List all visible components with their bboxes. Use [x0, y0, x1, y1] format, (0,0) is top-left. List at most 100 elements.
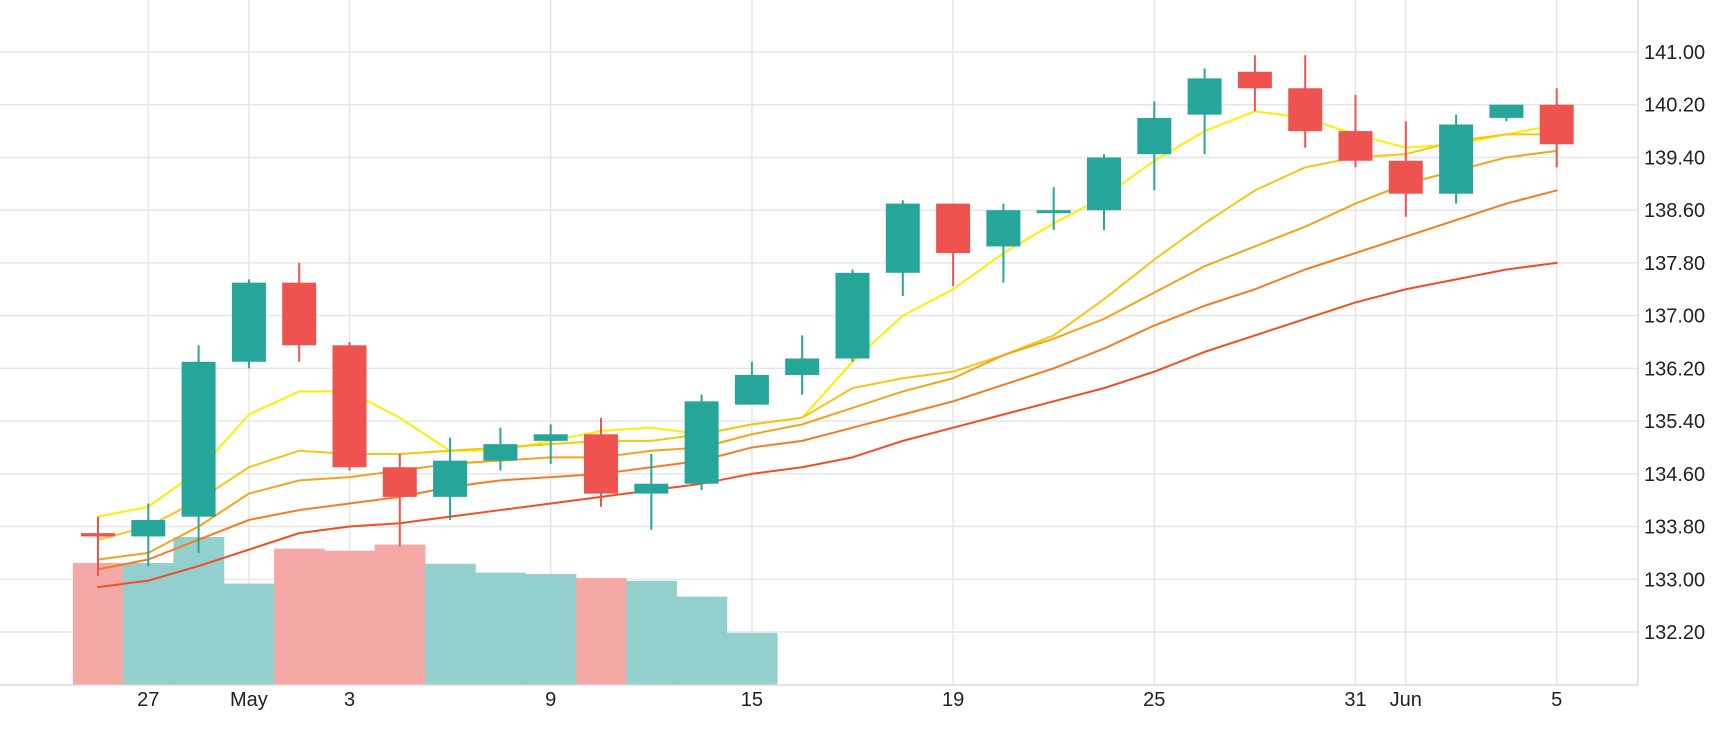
moving-average-lines: [97, 110, 1558, 589]
moving-average-line: [97, 149, 1558, 561]
candle-body: [584, 434, 618, 494]
candle: [81, 516, 115, 576]
y-tick-label: 133.80: [1644, 517, 1705, 539]
candle: [1087, 154, 1121, 230]
candle: [1237, 55, 1272, 112]
candle: [785, 335, 820, 395]
candle-body: [684, 401, 719, 484]
candle-body: [885, 203, 920, 273]
y-tick-label: 134.60: [1644, 464, 1705, 486]
y-tick-label: 139.40: [1644, 147, 1705, 169]
candle-body: [936, 203, 971, 254]
x-tick-label: 25: [1143, 689, 1165, 711]
volume-bar: [475, 572, 527, 685]
candle-body: [1388, 160, 1423, 194]
candle-body: [1087, 157, 1121, 211]
candle-body: [231, 282, 266, 362]
candle: [634, 454, 669, 530]
candle: [684, 394, 719, 491]
y-tick-label: 137.00: [1644, 306, 1705, 328]
candle: [1338, 94, 1373, 168]
candle-body: [986, 210, 1021, 247]
candle-body: [131, 519, 166, 537]
x-tick-label: Jun: [1390, 689, 1422, 711]
candle: [332, 342, 367, 471]
candle-body: [433, 460, 468, 497]
x-tick-label: 5: [1551, 689, 1562, 711]
candle: [282, 262, 317, 362]
candle-body: [634, 483, 669, 494]
candle: [885, 200, 920, 296]
candle-body: [1439, 124, 1474, 194]
candle-body: [1237, 71, 1272, 89]
candle: [382, 454, 417, 547]
candle: [1489, 104, 1524, 122]
volume-bar: [274, 548, 325, 685]
volume-bar: [525, 574, 577, 685]
candle: [483, 427, 518, 471]
candle-body: [1539, 104, 1574, 145]
candle: [1388, 121, 1423, 217]
x-tick-label: 31: [1344, 689, 1366, 711]
candle: [433, 437, 468, 520]
y-tick-label: 133.00: [1644, 569, 1705, 591]
y-tick-label: 135.40: [1644, 411, 1705, 433]
candle-body: [332, 345, 367, 468]
y-tick-label: 140.20: [1644, 95, 1705, 117]
y-axis-labels: 141.00 140.20 139.40 138.60 137.80 137.00 136.…: [1644, 42, 1705, 644]
candle: [1539, 88, 1574, 168]
axes: [0, 0, 1639, 686]
x-tick-label: 3: [344, 689, 355, 711]
y-tick-label: 132.20: [1644, 622, 1705, 644]
y-tick-label: 138.60: [1644, 200, 1705, 222]
candle-body: [1187, 78, 1222, 115]
candle-body: [734, 374, 769, 405]
candle-body: [835, 272, 870, 359]
candle: [1036, 187, 1071, 230]
x-tick-label: 9: [545, 689, 556, 711]
candle: [835, 269, 870, 362]
candle-body: [1036, 210, 1071, 214]
candle-body: [181, 361, 216, 517]
volume-bars: [72, 537, 778, 685]
y-tick-label: 137.80: [1644, 253, 1705, 275]
candle: [584, 417, 618, 507]
x-tick-label: 19: [942, 689, 964, 711]
candle: [1137, 101, 1172, 191]
x-tick-label: May: [230, 689, 268, 711]
candle-body: [533, 434, 568, 441]
candle: [734, 361, 769, 405]
candle: [986, 203, 1021, 283]
candle-body: [483, 444, 518, 461]
candle-body: [382, 467, 417, 497]
y-tick-label: 141.00: [1644, 42, 1705, 64]
candle: [1187, 68, 1222, 155]
volume-bar: [676, 596, 728, 685]
candle: [231, 279, 266, 369]
candle: [533, 424, 568, 464]
candle-body: [1288, 88, 1323, 132]
volume-bar: [424, 563, 476, 685]
candle-body: [282, 282, 317, 346]
candle: [1288, 55, 1323, 148]
volume-bar: [626, 580, 677, 685]
x-tick-label: 15: [741, 689, 763, 711]
volume-bar: [72, 563, 124, 685]
x-axis-labels: 27 May 3 9 15 19 25 31 Jun 5: [137, 689, 1562, 711]
candle: [936, 203, 971, 286]
candle-body: [785, 358, 820, 375]
y-tick-label: 136.20: [1644, 358, 1705, 380]
moving-average-line: [97, 261, 1558, 589]
candle-body: [81, 533, 115, 537]
volume-bar: [223, 583, 275, 685]
candle-body: [1137, 117, 1172, 155]
candles: [81, 55, 1574, 576]
candle-body: [1338, 131, 1373, 161]
volume-bar: [726, 632, 778, 685]
moving-average-line: [97, 110, 1558, 518]
moving-average-line: [97, 189, 1558, 571]
candle: [131, 503, 166, 567]
volume-bar: [324, 550, 376, 685]
